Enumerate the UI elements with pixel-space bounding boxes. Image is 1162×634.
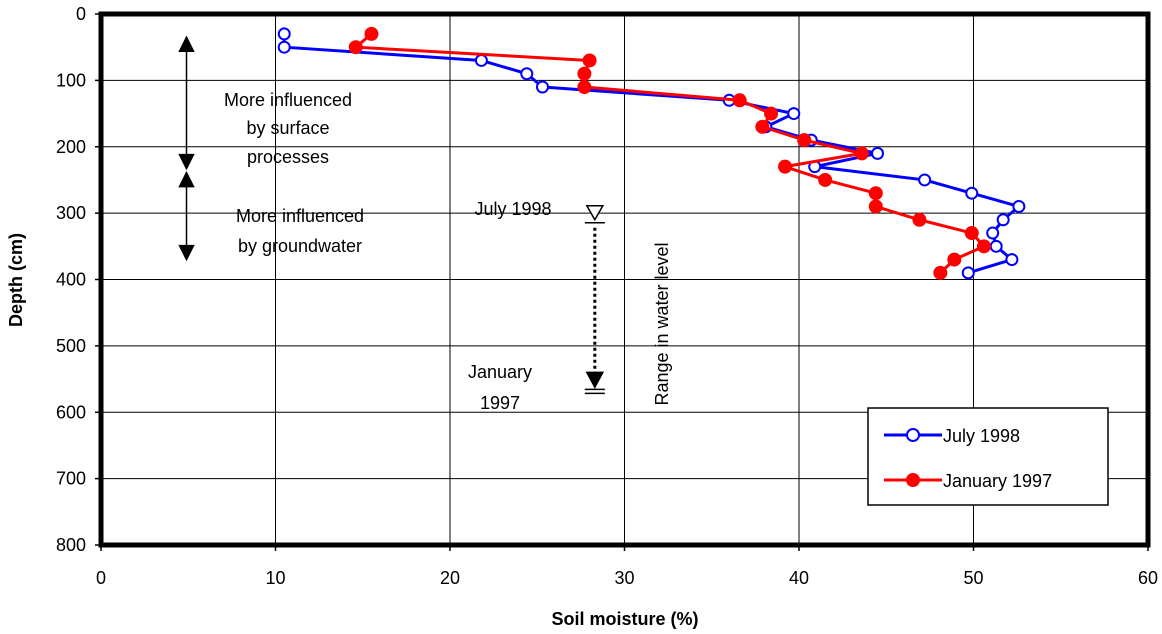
data-point [986,226,1000,240]
data-point [764,106,779,121]
surface-processes-arrow [178,35,195,171]
water-level-july-label: July 1998 [474,199,551,219]
y-axis-title: Depth (cm) [6,233,26,327]
data-point [912,212,927,227]
surface-processes-label: More influenced by surface processes [224,90,352,167]
data-point [989,239,1003,253]
series-layer [277,26,1026,280]
annotation-line: by groundwater [238,236,362,256]
annotation-line: 1997 [480,393,520,413]
data-point [996,213,1010,227]
water-level-january-marker [585,371,605,389]
y-tick-label: 700 [56,469,86,489]
legend-label: July 1998 [943,426,1020,446]
data-point [868,199,883,214]
y-tick-labels: 0 100 200 300 400 500 600 700 800 [56,4,101,555]
data-point [933,265,948,280]
series-january-1997 [348,26,991,280]
data-point [964,226,979,241]
data-point [577,66,592,81]
x-tick-label: 60 [1138,568,1158,588]
data-point [961,266,975,280]
data-point [976,239,991,254]
groundwater-arrow [178,170,195,262]
data-point [871,146,885,160]
legend-marker [906,473,920,487]
groundwater-label: More influenced by groundwater [236,206,364,256]
legend: July 1998 January 1997 [867,407,1109,506]
data-point [755,119,770,134]
x-tick-label: 0 [96,568,106,588]
arrow-head [178,153,195,171]
data-point [868,186,883,201]
arrow-head [178,170,195,188]
y-tick-label: 200 [56,137,86,157]
data-point [277,27,291,41]
y-tick-label: 0 [76,4,86,24]
x-axis-title: Soil moisture (%) [551,609,698,629]
water-level-range-label: Range in water level [652,242,672,405]
x-tick-label: 40 [789,568,809,588]
data-point [918,173,932,187]
water-level-january-label: January 1997 [468,362,532,413]
x-tick-label: 10 [265,568,285,588]
data-point [818,172,833,187]
data-point [474,53,488,67]
data-point [582,53,597,68]
data-point [577,80,592,95]
water-level-range: July 1998 January 1997 Range in water level [468,199,672,413]
data-point [854,146,869,161]
y-tick-label: 100 [56,70,86,90]
x-tick-label: 20 [440,568,460,588]
annotation-line: January [468,362,532,382]
x-tick-label: 50 [963,568,983,588]
water-level-july-marker [585,205,605,222]
y-tick-label: 400 [56,270,86,290]
annotation-line: processes [247,147,329,167]
data-point [778,159,793,174]
arrow-head [178,244,195,262]
y-tick-label: 800 [56,535,86,555]
arrow-head [178,35,195,52]
series-line [282,33,1021,275]
y-tick-label: 500 [56,336,86,356]
data-point [947,252,962,267]
data-point [1012,199,1026,213]
data-point [965,186,979,200]
series-july-1998 [277,27,1026,280]
data-point [348,40,363,55]
data-point [520,67,534,81]
data-point [732,93,747,108]
annotation-line: More influenced [224,90,352,110]
annotation-line: More influenced [236,206,364,226]
legend-box [867,407,1109,506]
data-point [535,80,549,94]
x-tick-label: 30 [614,568,634,588]
x-tick-labels: 0 10 20 30 40 50 60 [96,545,1158,588]
legend-marker [906,428,920,442]
data-point [797,133,812,148]
legend-label: January 1997 [943,471,1052,491]
data-point [1005,253,1019,267]
data-point [364,26,379,41]
data-point [277,40,291,54]
y-tick-label: 600 [56,402,86,422]
data-point [787,107,801,121]
annotation-line: by surface [246,118,329,138]
y-tick-label: 300 [56,203,86,223]
